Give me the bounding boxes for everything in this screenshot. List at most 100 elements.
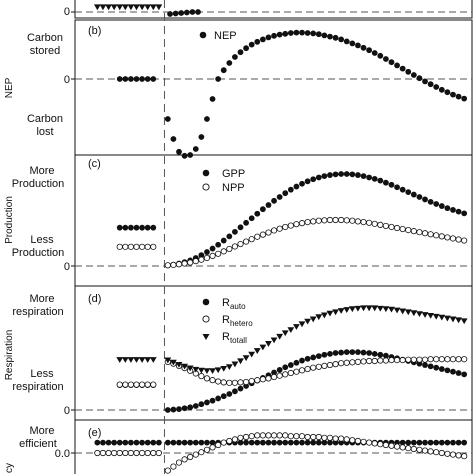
data-point [138,4,146,11]
data-point [304,30,311,36]
data-point [243,219,250,226]
data-point [338,171,345,177]
data-point [150,76,157,82]
data-point [282,223,289,231]
data-point [282,364,289,371]
legend-production: GPP NPP [202,168,245,194]
data-point [410,439,417,446]
data-point [192,403,199,409]
data-point [438,233,445,240]
production-axis-label: Production [4,196,15,244]
data-point [293,433,300,440]
data-point [204,249,210,255]
data-point [243,439,250,446]
data-point [204,439,210,446]
data-point [460,318,468,325]
data-point [338,36,345,43]
data-point [444,367,451,374]
legend-rhetero-marker [202,315,210,323]
data-point [427,81,434,88]
data-point [121,357,129,363]
data-point [410,228,417,235]
data-point [327,172,333,178]
panel-e-zero-tick: 0.0 [55,448,70,460]
data-point [259,206,266,213]
data-point [198,252,205,259]
data-point [187,439,194,446]
data-point [282,432,289,439]
data-point [144,357,152,363]
data-point [382,306,390,313]
data-point [432,313,440,320]
data-point [186,365,194,372]
data-point [133,224,140,231]
data-point [433,356,440,363]
data-point [122,76,129,82]
panel-c-zero-tick: 0 [64,261,70,273]
data-point [293,29,300,36]
data-point [254,233,261,240]
nep-axis-label: NEP [4,77,15,98]
data-point [349,349,356,355]
data-point [405,227,412,234]
data-point [315,217,322,224]
more-production-line2: Production [12,178,65,190]
data-point [215,441,222,449]
data-point [248,377,255,385]
panel-a-zero-tick: 0 [64,6,70,18]
data-point [382,357,389,364]
data-point [271,439,277,446]
data-point [321,439,328,446]
data-point [349,171,356,178]
data-point [348,306,356,313]
efficiency-axis-label: cy [4,463,15,473]
data-point [203,254,211,262]
data-point [237,439,244,446]
data-point [226,245,233,253]
data-point [343,307,351,313]
data-point [405,356,412,363]
data-point [310,364,317,371]
data-point [293,359,300,366]
data-point [220,393,227,400]
data-point [197,367,205,374]
data-point [122,224,129,231]
data-point [299,357,305,364]
data-point [444,89,451,96]
data-point [360,438,367,445]
data-point [150,381,157,388]
data-point [209,245,216,252]
data-point [214,367,222,374]
data-point [204,116,210,122]
data-point [433,201,440,207]
data-point [94,439,101,446]
data-point [304,439,311,446]
data-point [237,224,244,231]
data-point [394,62,400,69]
data-point [192,451,199,458]
data-point [164,357,172,364]
data-point [421,312,429,318]
data-point [270,337,278,344]
data-point [187,404,194,411]
data-point [175,459,183,466]
data-point [360,305,367,312]
data-point [232,228,238,235]
data-point [187,259,194,266]
legend-respiration: Rauto Rhetero Rtotall [202,297,253,345]
data-point [181,456,188,463]
data-point [116,381,123,388]
data-point [116,4,124,11]
legend-rauto-main: R [222,297,230,309]
data-point [349,359,356,366]
data-point [198,256,205,263]
data-point [293,368,300,375]
data-point [248,351,256,358]
data-point [450,368,456,375]
data-point [189,9,196,15]
data-point [232,54,238,60]
data-point [116,357,124,363]
data-point [209,444,216,451]
data-point [254,377,261,384]
data-point [449,316,457,323]
